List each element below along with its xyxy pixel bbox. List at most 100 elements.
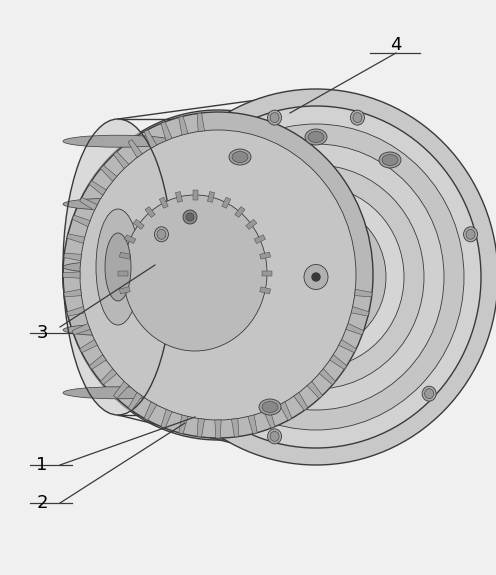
Polygon shape <box>355 289 372 297</box>
Circle shape <box>183 210 197 224</box>
Ellipse shape <box>353 113 362 122</box>
Polygon shape <box>161 409 172 428</box>
Ellipse shape <box>168 124 464 430</box>
Polygon shape <box>159 197 168 208</box>
Polygon shape <box>215 420 221 438</box>
Polygon shape <box>235 206 245 217</box>
Ellipse shape <box>422 386 436 401</box>
Ellipse shape <box>151 106 481 448</box>
Text: 3: 3 <box>36 324 48 342</box>
Ellipse shape <box>305 129 327 145</box>
Ellipse shape <box>246 204 386 350</box>
Ellipse shape <box>425 389 434 398</box>
Ellipse shape <box>208 165 424 389</box>
Polygon shape <box>197 113 204 132</box>
Polygon shape <box>260 252 271 259</box>
Ellipse shape <box>63 324 173 336</box>
Ellipse shape <box>63 119 173 415</box>
Ellipse shape <box>267 429 282 444</box>
Text: 4: 4 <box>390 36 402 54</box>
Ellipse shape <box>135 119 245 415</box>
Ellipse shape <box>63 198 173 210</box>
Polygon shape <box>72 324 90 335</box>
Polygon shape <box>72 215 90 227</box>
Polygon shape <box>101 369 117 385</box>
Polygon shape <box>294 393 308 411</box>
Polygon shape <box>89 355 106 369</box>
Ellipse shape <box>188 144 444 410</box>
Polygon shape <box>144 130 157 148</box>
Ellipse shape <box>259 399 281 415</box>
Ellipse shape <box>63 387 173 399</box>
Polygon shape <box>63 272 80 278</box>
Ellipse shape <box>308 132 324 143</box>
Polygon shape <box>161 122 172 140</box>
Polygon shape <box>114 381 129 398</box>
Ellipse shape <box>63 112 373 438</box>
Polygon shape <box>64 289 81 297</box>
Polygon shape <box>101 165 117 181</box>
Polygon shape <box>254 235 265 244</box>
Ellipse shape <box>382 155 398 166</box>
Polygon shape <box>248 415 257 434</box>
Ellipse shape <box>228 186 404 368</box>
Polygon shape <box>145 206 155 217</box>
Polygon shape <box>120 252 130 259</box>
Polygon shape <box>246 219 257 229</box>
Circle shape <box>186 213 194 221</box>
Ellipse shape <box>63 110 373 440</box>
Ellipse shape <box>294 254 338 300</box>
Polygon shape <box>319 369 335 385</box>
Polygon shape <box>179 415 188 434</box>
Ellipse shape <box>262 401 278 412</box>
Ellipse shape <box>96 209 140 325</box>
Polygon shape <box>124 235 136 244</box>
Polygon shape <box>260 287 271 294</box>
Polygon shape <box>222 197 231 208</box>
Polygon shape <box>114 152 129 168</box>
Polygon shape <box>330 355 347 369</box>
Ellipse shape <box>154 227 169 242</box>
Polygon shape <box>120 287 130 294</box>
Polygon shape <box>339 340 356 352</box>
Circle shape <box>312 273 320 281</box>
Polygon shape <box>192 190 197 200</box>
Polygon shape <box>144 402 157 420</box>
Ellipse shape <box>280 240 352 314</box>
Polygon shape <box>197 419 204 437</box>
Polygon shape <box>262 270 272 275</box>
Ellipse shape <box>267 110 282 125</box>
Ellipse shape <box>63 261 173 273</box>
Polygon shape <box>351 306 369 316</box>
Ellipse shape <box>232 151 248 163</box>
Polygon shape <box>80 197 97 210</box>
Polygon shape <box>128 393 142 411</box>
Polygon shape <box>279 402 292 420</box>
Ellipse shape <box>264 223 368 331</box>
Polygon shape <box>307 381 322 398</box>
Ellipse shape <box>63 135 173 147</box>
Ellipse shape <box>304 264 328 289</box>
Ellipse shape <box>350 110 365 125</box>
Polygon shape <box>232 419 239 437</box>
Polygon shape <box>133 219 144 229</box>
Text: 2: 2 <box>36 494 48 512</box>
Polygon shape <box>118 270 128 275</box>
Ellipse shape <box>105 233 131 301</box>
Ellipse shape <box>270 113 279 122</box>
Polygon shape <box>64 253 81 260</box>
Polygon shape <box>346 324 364 335</box>
Ellipse shape <box>229 149 251 165</box>
Polygon shape <box>179 116 188 135</box>
Text: 1: 1 <box>36 456 48 474</box>
Polygon shape <box>80 340 97 352</box>
Ellipse shape <box>123 195 267 351</box>
Polygon shape <box>176 191 183 202</box>
Polygon shape <box>128 140 142 158</box>
Ellipse shape <box>379 152 401 168</box>
Ellipse shape <box>80 130 356 420</box>
Polygon shape <box>67 234 85 243</box>
Polygon shape <box>207 191 215 202</box>
Ellipse shape <box>157 229 166 239</box>
Polygon shape <box>89 181 106 196</box>
